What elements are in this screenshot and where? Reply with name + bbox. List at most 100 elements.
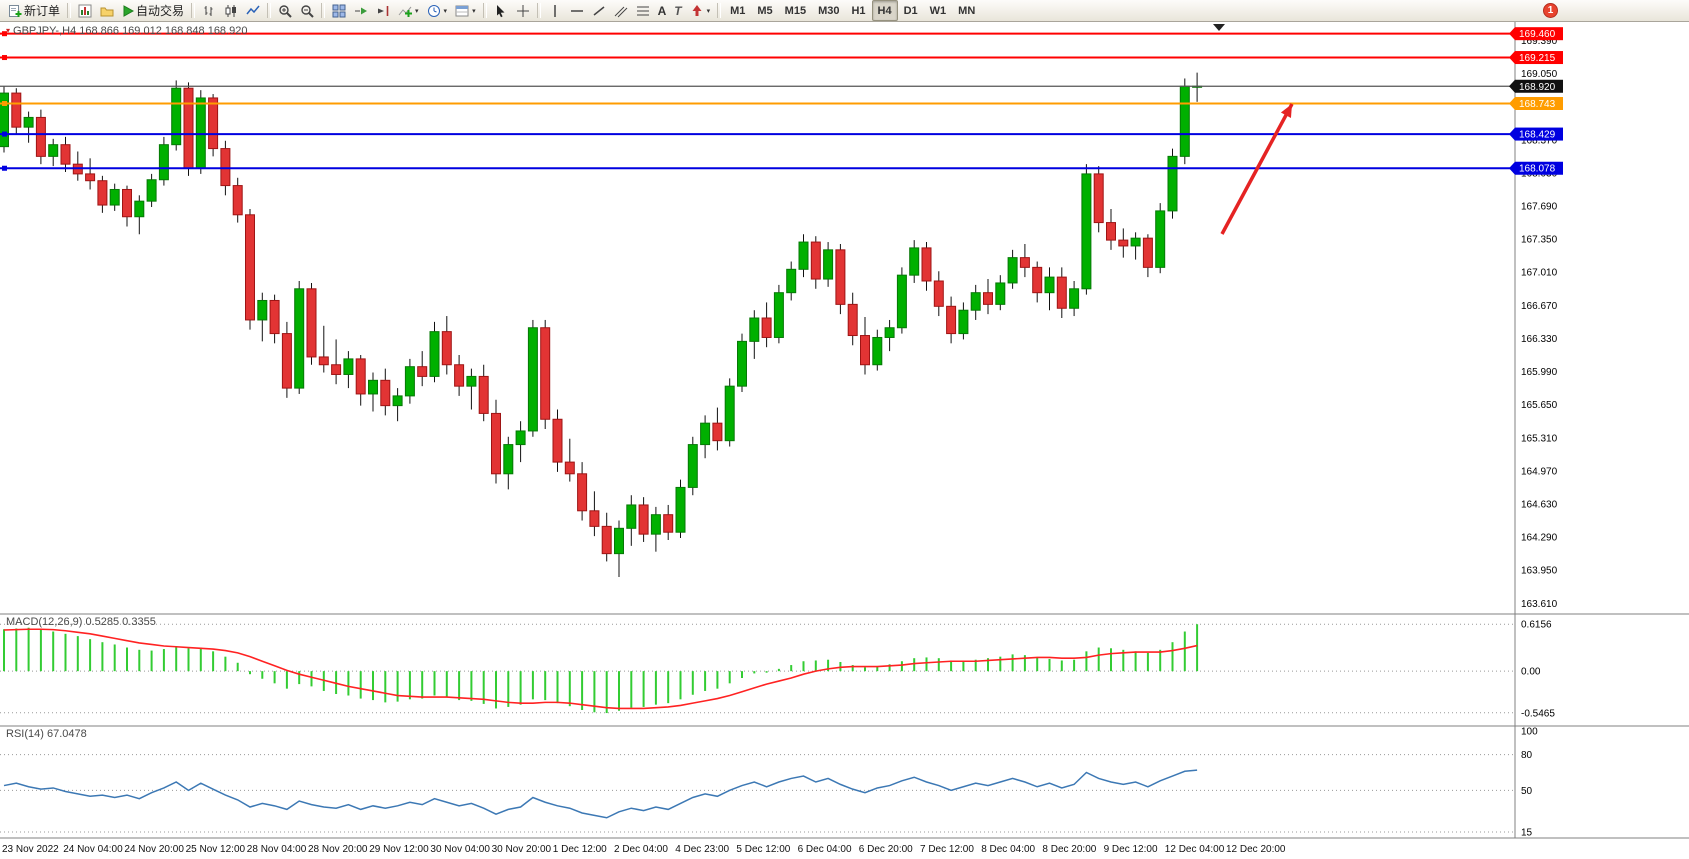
svg-text:0.00: 0.00 bbox=[1521, 667, 1541, 678]
candle-up bbox=[368, 379, 378, 395]
candle-down bbox=[1142, 237, 1153, 268]
zoom-in-button[interactable] bbox=[274, 0, 296, 21]
auto-scroll-button[interactable] bbox=[350, 0, 372, 21]
candle-down bbox=[564, 461, 575, 475]
candle-down bbox=[11, 92, 22, 128]
new-order-button[interactable]: 新订单 bbox=[4, 0, 64, 21]
candlestick-chart-button[interactable] bbox=[220, 0, 242, 21]
text-tool-button[interactable]: A bbox=[654, 0, 671, 21]
svg-text:169.390: 169.390 bbox=[1521, 36, 1558, 47]
bar-chart-button[interactable] bbox=[198, 0, 220, 21]
candle-down bbox=[1032, 266, 1043, 294]
candle-up bbox=[466, 375, 477, 387]
candle-down bbox=[810, 241, 821, 280]
candle-down bbox=[245, 214, 255, 321]
zoom-in-icon bbox=[279, 4, 292, 18]
candle-up bbox=[700, 422, 711, 446]
templates-button[interactable]: ▾ bbox=[451, 0, 480, 21]
vertical-line-tool-button[interactable] bbox=[544, 0, 566, 21]
trendline-tool-button[interactable] bbox=[588, 0, 610, 21]
line-anchor-marker[interactable] bbox=[2, 31, 7, 37]
rsi-panel: 100 80 50 15 bbox=[0, 726, 1538, 839]
auto-scroll-icon bbox=[355, 7, 368, 14]
toolbar-separator bbox=[717, 3, 722, 18]
svg-text:168.078: 168.078 bbox=[1519, 164, 1556, 175]
chart-shift-button[interactable] bbox=[372, 0, 394, 21]
line-anchor-marker[interactable] bbox=[2, 165, 7, 171]
line-anchor-marker[interactable] bbox=[2, 131, 7, 137]
candle-up bbox=[823, 249, 834, 280]
arrows-tool-button[interactable]: ▾ bbox=[686, 0, 715, 21]
candle-down bbox=[577, 473, 588, 512]
timeframe-h4-button[interactable]: H4 bbox=[871, 0, 898, 21]
horizontal-line[interactable] bbox=[0, 131, 1515, 137]
horizontal-line[interactable] bbox=[0, 55, 1515, 61]
svg-text:4 Dec 23:00: 4 Dec 23:00 bbox=[675, 844, 729, 855]
candle-down bbox=[983, 292, 993, 305]
timeframe-d1-button[interactable]: D1 bbox=[903, 4, 918, 17]
candle-up bbox=[724, 385, 735, 442]
price-badge: 168.429 bbox=[1509, 127, 1563, 141]
cursor-button[interactable] bbox=[490, 0, 512, 21]
auto-trading-button[interactable]: 自动交易 bbox=[118, 0, 188, 21]
trend-arrow[interactable] bbox=[1220, 103, 1294, 235]
channel-tool-button[interactable] bbox=[610, 0, 632, 21]
tile-windows-button[interactable] bbox=[328, 0, 350, 21]
candle-down bbox=[417, 366, 428, 377]
candle-down bbox=[761, 317, 772, 338]
line-anchor-marker[interactable] bbox=[2, 100, 7, 106]
candle-up bbox=[515, 430, 526, 446]
svg-text:164.630: 164.630 bbox=[1521, 499, 1558, 510]
fibonacci-icon bbox=[636, 6, 649, 15]
fibonacci-tool-button[interactable] bbox=[632, 0, 654, 21]
svg-text:8 Dec 20:00: 8 Dec 20:00 bbox=[1042, 844, 1096, 855]
candle-up bbox=[429, 331, 440, 377]
svg-text:2 Dec 04:00: 2 Dec 04:00 bbox=[614, 844, 668, 855]
line-chart-button[interactable] bbox=[242, 0, 264, 21]
horizontal-line-icon bbox=[570, 9, 583, 12]
horizontal-line[interactable] bbox=[0, 100, 1515, 106]
horizontal-line[interactable] bbox=[0, 165, 1515, 171]
candle-up bbox=[1167, 155, 1178, 212]
trendline-icon bbox=[593, 5, 605, 16]
notification-badge[interactable]: 1 bbox=[1543, 3, 1558, 18]
candle-up bbox=[134, 200, 145, 218]
toolbar-separator bbox=[67, 3, 72, 18]
symbol-marker-icon: ▾ bbox=[6, 26, 11, 35]
svg-text:167.690: 167.690 bbox=[1521, 202, 1558, 213]
timeframe-m5-button[interactable]: M5 bbox=[757, 4, 773, 17]
profiles-button[interactable] bbox=[96, 0, 118, 21]
candle-down bbox=[638, 504, 649, 535]
timeframe-m15-button[interactable]: M15 bbox=[784, 4, 807, 17]
candle-down bbox=[232, 185, 243, 216]
timeframe-h1-button[interactable]: H1 bbox=[851, 4, 866, 17]
line-anchor-marker[interactable] bbox=[2, 55, 7, 61]
candle-down bbox=[835, 249, 846, 305]
macd-panel: 0.6156 0.00 -0.5465 bbox=[0, 620, 1555, 719]
svg-text:166.670: 166.670 bbox=[1521, 301, 1558, 312]
indicators-icon bbox=[398, 6, 413, 17]
svg-text:163.950: 163.950 bbox=[1521, 566, 1558, 577]
zoom-out-button[interactable] bbox=[296, 0, 318, 21]
timeframe-mn-button[interactable]: MN bbox=[958, 4, 976, 17]
periods-button[interactable]: ▾ bbox=[423, 0, 452, 21]
svg-text:6 Dec 20:00: 6 Dec 20:00 bbox=[859, 844, 913, 855]
timeframe-m30-button[interactable]: M30 bbox=[818, 4, 840, 17]
candle-down bbox=[97, 180, 108, 206]
toolbar: 新订单 自动交易 bbox=[0, 0, 1689, 22]
crosshair-button[interactable] bbox=[512, 0, 534, 21]
candle-up bbox=[1081, 173, 1092, 290]
label-tool-button[interactable]: T bbox=[670, 0, 685, 21]
horizontal-line[interactable] bbox=[0, 31, 1515, 37]
new-chart-button[interactable] bbox=[74, 0, 96, 21]
svg-text:15: 15 bbox=[1521, 828, 1533, 839]
chart-canvas[interactable]: 169.390169.050168.710168.370168.030167.6… bbox=[0, 22, 1689, 859]
timeframe-m1-button[interactable]: M1 bbox=[730, 4, 746, 17]
horizontal-line-tool-button[interactable] bbox=[566, 0, 588, 21]
svg-text:168.429: 168.429 bbox=[1519, 130, 1556, 141]
svg-text:29 Nov 12:00: 29 Nov 12:00 bbox=[369, 844, 429, 855]
time-pointer-icon bbox=[1213, 24, 1225, 31]
indicators-button[interactable]: ▾ bbox=[394, 0, 423, 21]
timeframe-w1-button[interactable]: W1 bbox=[929, 4, 947, 17]
chevron-down-icon: ▾ bbox=[415, 7, 419, 15]
